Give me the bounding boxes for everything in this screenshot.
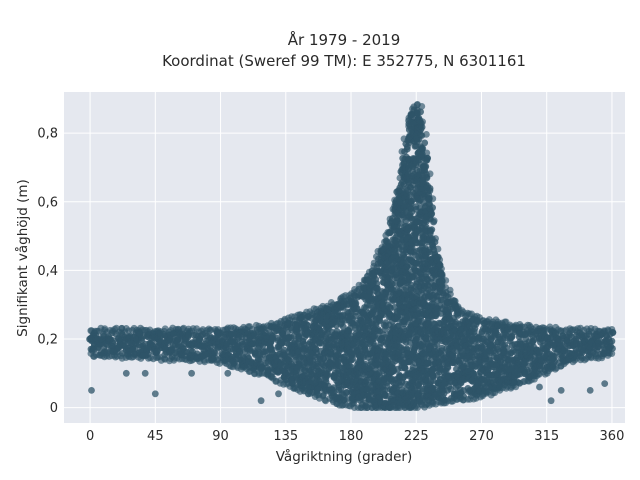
data-point [151,390,159,398]
x-tick-label: 45 [147,429,164,444]
data-point [427,211,435,219]
data-point [516,338,524,346]
data-point [236,348,244,355]
data-point [432,235,439,242]
data-point [141,369,149,377]
data-point [447,385,454,393]
data-point [609,345,616,352]
axis-ticks: 0 45 90 135 180 225 270 315 360 0 0,2 0,4 0,6 0,8 [37,127,624,444]
data-point [343,395,351,403]
x-axis-label: Vågriktning (grader) [276,448,413,465]
data-point [419,118,426,126]
x-tick-label: 225 [404,429,429,444]
data-point [316,339,323,347]
data-point [430,385,437,393]
x-tick-label: 315 [534,429,559,444]
data-point [608,326,616,333]
data-point [451,297,459,305]
data-point [419,145,427,152]
data-point [375,326,382,333]
data-point [503,344,511,352]
x-tick-label: 180 [339,429,364,444]
y-tick-label: 0,6 [37,195,58,210]
data-point [257,397,265,405]
y-tick-label: 0,8 [37,127,58,142]
x-tick-label: 135 [273,429,298,444]
data-point [601,380,609,387]
data-point [381,326,389,334]
data-point [586,387,594,394]
data-point [88,387,95,394]
data-point [417,108,424,116]
data-point [386,303,394,311]
y-tick-label: 0 [50,401,58,416]
data-point [438,272,446,280]
y-tick-label: 0,2 [37,332,58,347]
data-point [423,131,430,138]
x-tick-label: 270 [469,429,494,444]
data-point [434,245,442,253]
data-point [370,272,378,280]
data-point [246,347,254,355]
x-tick-label: 0 [86,429,94,444]
y-axis-label: Signifikant våghöjd (m) [14,179,31,337]
data-point [521,369,529,377]
data-point [536,383,543,391]
data-point [418,103,426,110]
y-tick-label: 0,4 [37,264,58,279]
data-point [423,149,431,157]
data-point [426,187,434,195]
data-point [429,204,436,212]
data-point [447,290,454,298]
data-point [488,342,495,349]
data-point [275,390,282,398]
data-point [421,139,429,147]
data-point [547,397,555,405]
data-point [608,350,616,357]
data-point [366,392,374,399]
data-point [392,274,400,282]
data-point [608,337,616,345]
data-point [424,155,431,162]
data-point [429,195,437,203]
x-tick-label: 90 [212,429,229,444]
data-point [224,369,232,377]
data-point [427,228,434,235]
data-point [426,170,434,178]
data-point [268,346,276,353]
data-point [557,387,565,394]
chart-title: År 1979 - 2019 [288,30,401,49]
data-point [430,217,438,225]
data-point [295,332,303,340]
data-point [188,369,196,377]
data-point [122,369,130,377]
chart-subtitle: Koordinat (Sweref 99 TM): E 352775, N 63… [162,52,526,70]
data-point [401,364,409,371]
data-point [418,123,426,131]
data-point [329,389,337,397]
data-point [436,256,444,264]
data-point [349,355,356,363]
data-point [433,340,441,348]
x-tick-label: 360 [600,429,625,444]
data-point [438,265,445,273]
data-point [442,277,450,284]
data-points [86,101,617,411]
